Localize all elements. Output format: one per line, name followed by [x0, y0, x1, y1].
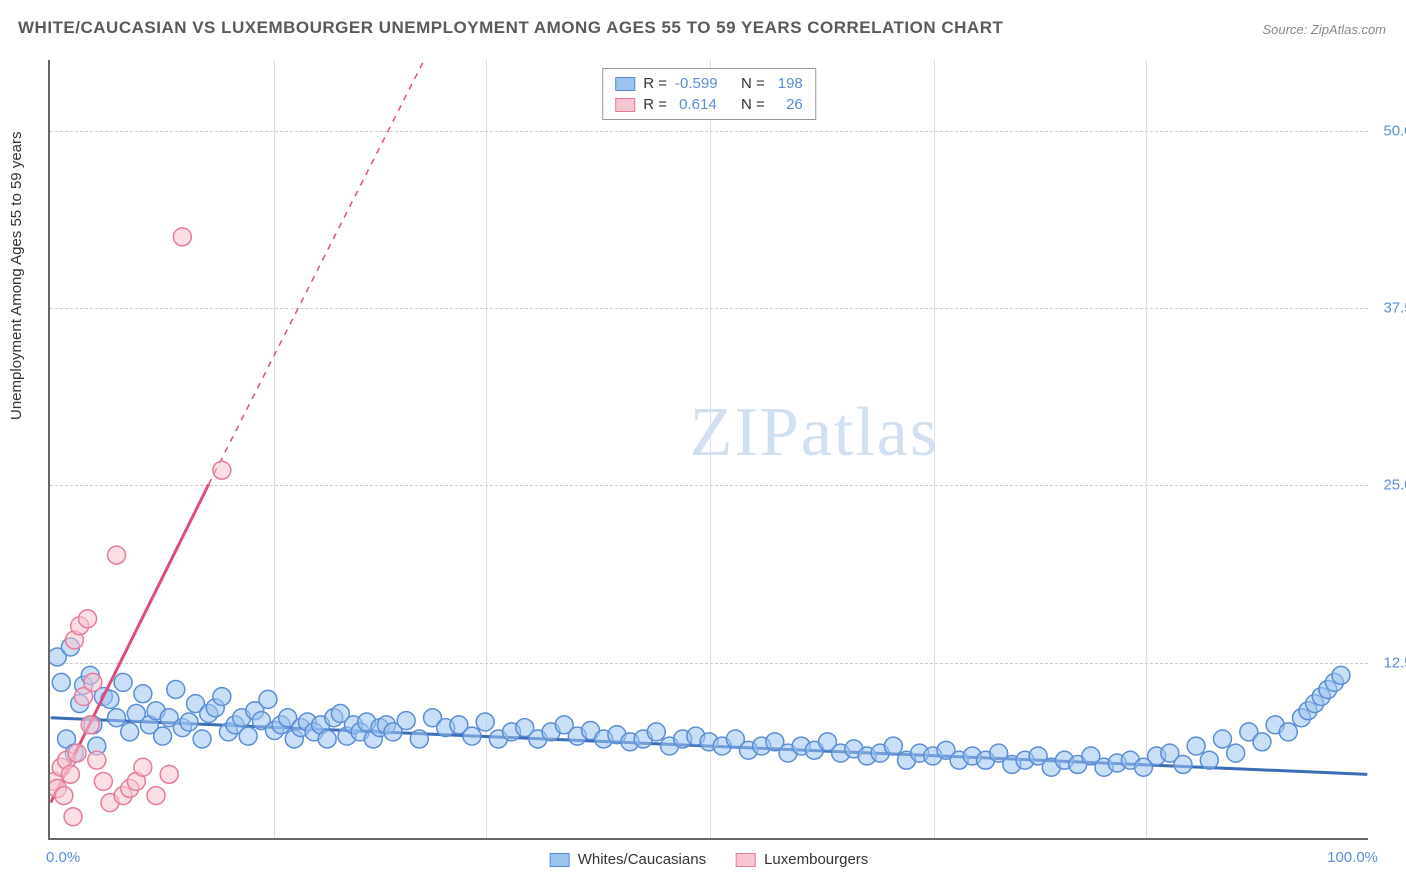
- legend-item-blue: Whites/Caucasians: [550, 851, 706, 868]
- y-tick-label: 50.0%: [1383, 122, 1406, 139]
- series-legend: Whites/Caucasians Luxembourgers: [550, 851, 869, 868]
- n-value-blue: 198: [773, 75, 803, 92]
- correlation-legend: R = -0.599 N = 198 R = 0.614 N = 26: [602, 68, 816, 120]
- swatch-pink-icon: [615, 98, 635, 112]
- r-value-blue: -0.599: [675, 75, 725, 92]
- r-value-pink: 0.614: [675, 96, 725, 113]
- swatch-blue-icon: [550, 853, 570, 867]
- n-value-pink: 26: [773, 96, 803, 113]
- r-label: R =: [643, 96, 667, 113]
- y-axis-label: Unemployment Among Ages 55 to 59 years: [8, 131, 25, 420]
- n-label: N =: [741, 96, 765, 113]
- y-tick-label: 25.0%: [1383, 477, 1406, 494]
- n-label: N =: [741, 75, 765, 92]
- x-tick-0: 0.0%: [46, 849, 80, 866]
- y-tick-label: 12.5%: [1383, 654, 1406, 671]
- r-label: R =: [643, 75, 667, 92]
- correlation-row-blue: R = -0.599 N = 198: [615, 73, 803, 94]
- y-tick-label: 37.5%: [1383, 300, 1406, 317]
- swatch-pink-icon: [736, 853, 756, 867]
- chart-title: WHITE/CAUCASIAN VS LUXEMBOURGER UNEMPLOY…: [18, 18, 1003, 38]
- legend-item-pink: Luxembourgers: [736, 851, 868, 868]
- x-tick-100: 100.0%: [1327, 849, 1378, 866]
- correlation-row-pink: R = 0.614 N = 26: [615, 94, 803, 115]
- plot-area: ZIPatlas 12.5%25.0%37.5%50.0% R = -0.599…: [48, 60, 1368, 840]
- swatch-blue-icon: [615, 77, 635, 91]
- chart-svg: [50, 60, 1368, 838]
- chart-source: Source: ZipAtlas.com: [1262, 22, 1386, 37]
- legend-label-blue: Whites/Caucasians: [578, 851, 706, 868]
- legend-label-pink: Luxembourgers: [764, 851, 868, 868]
